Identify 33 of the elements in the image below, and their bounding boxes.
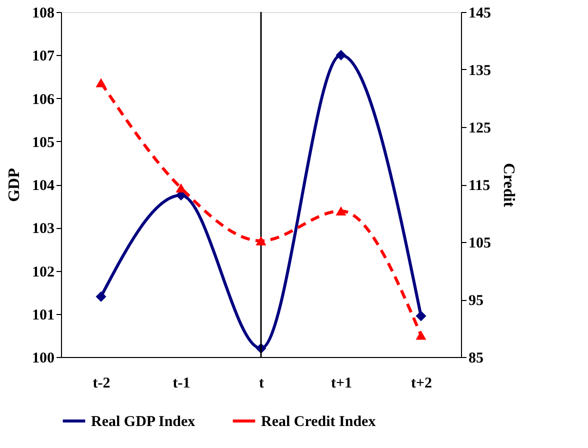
- x-tick-label: t-2: [92, 376, 110, 392]
- y2-tick-label: 145: [468, 6, 491, 22]
- x-tick-label: t+2: [410, 376, 432, 392]
- point: [256, 236, 266, 246]
- point: [416, 330, 426, 340]
- point: [176, 183, 186, 192]
- point: [416, 310, 426, 322]
- y-axis-title: GDP: [6, 168, 23, 202]
- y-tick-label: 104: [32, 178, 55, 194]
- legend-label: Real GDP Index: [91, 414, 196, 430]
- y2-axis-title: Credit: [500, 162, 517, 208]
- point: [96, 291, 106, 302]
- x-tick-label: t+1: [330, 376, 352, 392]
- y2-tick-label: 125: [468, 120, 491, 136]
- y-tick-label: 105: [32, 134, 54, 151]
- y2-tick-label: 95: [468, 293, 484, 309]
- point: [336, 206, 346, 216]
- y2-tick-label: 105: [468, 236, 491, 252]
- y-tick-label: 106: [32, 92, 55, 108]
- y2-tick-label: 115: [468, 178, 490, 194]
- y2-tick-label: 85: [468, 350, 484, 366]
- y2-tick-label: 135: [468, 63, 491, 79]
- legend-label: Real Credit Index: [261, 414, 376, 430]
- y-tick-label: 101: [32, 307, 54, 324]
- point: [336, 50, 346, 60]
- point: [96, 78, 106, 88]
- y-tick-label: 107: [32, 48, 55, 65]
- x-tick-label: t-1: [172, 376, 190, 392]
- y-tick-label: 103: [32, 221, 54, 238]
- x-tick-label: t: [259, 376, 264, 392]
- y-tick-label: 100: [32, 350, 54, 366]
- y-tick-label: 102: [32, 264, 54, 280]
- y-tick-label: 108: [32, 6, 54, 22]
